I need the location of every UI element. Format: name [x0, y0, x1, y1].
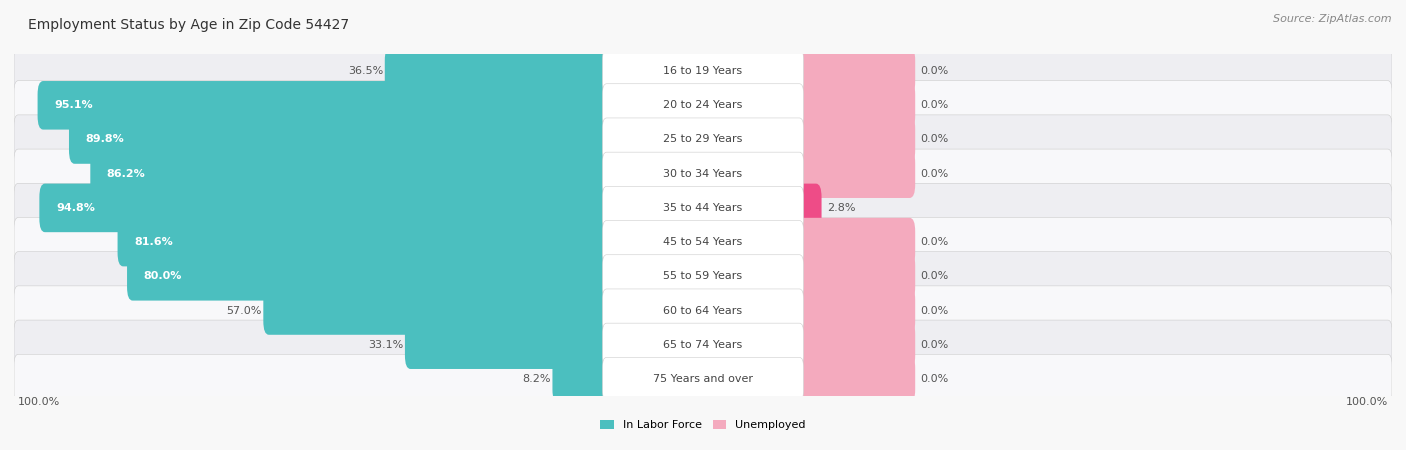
Text: 0.0%: 0.0%: [921, 169, 949, 179]
Text: 36.5%: 36.5%: [349, 66, 384, 76]
FancyBboxPatch shape: [14, 320, 1392, 369]
FancyBboxPatch shape: [14, 217, 1392, 267]
FancyBboxPatch shape: [794, 149, 915, 198]
Text: 0.0%: 0.0%: [921, 66, 949, 76]
Text: 95.1%: 95.1%: [53, 100, 93, 110]
Text: 75 Years and over: 75 Years and over: [652, 374, 754, 384]
FancyBboxPatch shape: [14, 81, 1392, 130]
Text: 65 to 74 Years: 65 to 74 Years: [664, 340, 742, 350]
FancyBboxPatch shape: [602, 323, 804, 366]
Text: 8.2%: 8.2%: [523, 374, 551, 384]
Text: 55 to 59 Years: 55 to 59 Years: [664, 271, 742, 281]
FancyBboxPatch shape: [69, 115, 612, 164]
FancyBboxPatch shape: [14, 46, 1392, 96]
Text: 0.0%: 0.0%: [921, 135, 949, 144]
FancyBboxPatch shape: [14, 252, 1392, 301]
Text: 0.0%: 0.0%: [921, 374, 949, 384]
Text: 81.6%: 81.6%: [134, 237, 173, 247]
Text: 57.0%: 57.0%: [226, 306, 262, 315]
FancyBboxPatch shape: [405, 320, 612, 369]
Text: 0.0%: 0.0%: [921, 340, 949, 350]
FancyBboxPatch shape: [14, 115, 1392, 164]
FancyBboxPatch shape: [602, 152, 804, 195]
FancyBboxPatch shape: [794, 320, 915, 369]
FancyBboxPatch shape: [39, 184, 612, 232]
FancyBboxPatch shape: [602, 186, 804, 230]
FancyBboxPatch shape: [602, 220, 804, 264]
FancyBboxPatch shape: [90, 149, 612, 198]
FancyBboxPatch shape: [14, 286, 1392, 335]
Text: 45 to 54 Years: 45 to 54 Years: [664, 237, 742, 247]
Text: 60 to 64 Years: 60 to 64 Years: [664, 306, 742, 315]
FancyBboxPatch shape: [794, 47, 915, 95]
FancyBboxPatch shape: [38, 81, 612, 130]
Text: 89.8%: 89.8%: [86, 135, 124, 144]
Text: 16 to 19 Years: 16 to 19 Years: [664, 66, 742, 76]
FancyBboxPatch shape: [118, 218, 612, 266]
Text: 100.0%: 100.0%: [1346, 397, 1388, 407]
FancyBboxPatch shape: [794, 81, 915, 130]
FancyBboxPatch shape: [127, 252, 612, 301]
FancyBboxPatch shape: [794, 355, 915, 403]
Text: 0.0%: 0.0%: [921, 306, 949, 315]
Text: 0.0%: 0.0%: [921, 271, 949, 281]
Text: 35 to 44 Years: 35 to 44 Years: [664, 203, 742, 213]
FancyBboxPatch shape: [602, 118, 804, 161]
FancyBboxPatch shape: [263, 286, 612, 335]
Text: 94.8%: 94.8%: [56, 203, 94, 213]
FancyBboxPatch shape: [794, 184, 821, 232]
FancyBboxPatch shape: [602, 84, 804, 127]
FancyBboxPatch shape: [602, 289, 804, 332]
FancyBboxPatch shape: [602, 255, 804, 298]
Text: 0.0%: 0.0%: [921, 237, 949, 247]
Text: 30 to 34 Years: 30 to 34 Years: [664, 169, 742, 179]
FancyBboxPatch shape: [794, 286, 915, 335]
FancyBboxPatch shape: [553, 355, 612, 403]
Text: Source: ZipAtlas.com: Source: ZipAtlas.com: [1274, 14, 1392, 23]
Text: 80.0%: 80.0%: [143, 271, 181, 281]
FancyBboxPatch shape: [385, 47, 612, 95]
FancyBboxPatch shape: [602, 357, 804, 400]
FancyBboxPatch shape: [14, 354, 1392, 404]
Text: Employment Status by Age in Zip Code 54427: Employment Status by Age in Zip Code 544…: [28, 18, 349, 32]
Text: 86.2%: 86.2%: [107, 169, 146, 179]
Legend: In Labor Force, Unemployed: In Labor Force, Unemployed: [596, 415, 810, 435]
Text: 2.8%: 2.8%: [827, 203, 856, 213]
Text: 20 to 24 Years: 20 to 24 Years: [664, 100, 742, 110]
FancyBboxPatch shape: [14, 149, 1392, 198]
Text: 33.1%: 33.1%: [368, 340, 404, 350]
FancyBboxPatch shape: [794, 218, 915, 266]
Text: 0.0%: 0.0%: [921, 100, 949, 110]
FancyBboxPatch shape: [794, 252, 915, 301]
FancyBboxPatch shape: [794, 115, 915, 164]
FancyBboxPatch shape: [602, 50, 804, 93]
FancyBboxPatch shape: [14, 183, 1392, 233]
Text: 25 to 29 Years: 25 to 29 Years: [664, 135, 742, 144]
Text: 100.0%: 100.0%: [18, 397, 60, 407]
